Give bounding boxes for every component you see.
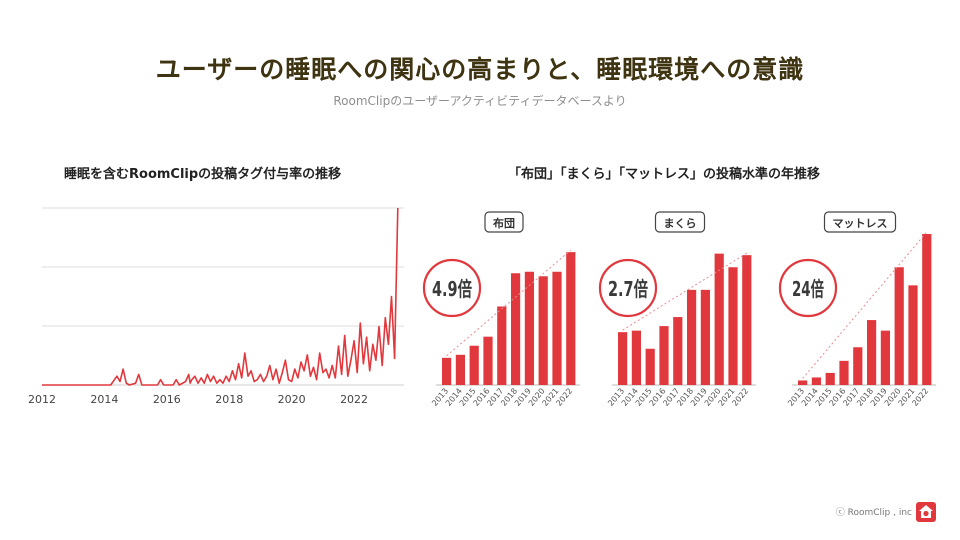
bar [673, 317, 683, 385]
series-name-box [823, 211, 897, 233]
bar-chart-futon: 布団20132014201520162017201820192020202120… [422, 211, 580, 408]
bar [687, 289, 697, 385]
x-tick-label: 2012 [28, 393, 56, 406]
bar [853, 347, 863, 385]
bar [442, 357, 452, 385]
multiplier-label: 2.7倍 [608, 277, 648, 301]
line-chart: 2012 2014 2016 2018 2020 2022 [28, 207, 404, 406]
bar [511, 273, 521, 385]
bar [497, 306, 507, 385]
bar [700, 289, 710, 385]
bar [469, 345, 479, 385]
page-subtitle: RoomClipのユーザーアクティビティデータベースより [333, 94, 627, 108]
bar [922, 234, 932, 385]
x-tick-label: 2014 [90, 393, 118, 406]
bar [566, 252, 576, 385]
bar [867, 320, 877, 385]
bar [839, 360, 849, 385]
bar [659, 326, 669, 385]
multiplier-circle [598, 258, 658, 318]
series-line [42, 207, 399, 386]
bar [538, 276, 548, 385]
bar [798, 380, 808, 385]
bar [811, 377, 821, 385]
line-chart-title: 睡眠を含むRoomClipの投稿タグ付与率の推移 [64, 167, 342, 182]
copyright-text: ⓒ RoomClip , inc [835, 508, 912, 518]
bar [455, 354, 465, 385]
bar [894, 267, 904, 385]
bar [524, 271, 534, 385]
series-name-box [654, 211, 706, 233]
bar [714, 253, 724, 385]
multiplier-label: 4.9倍 [432, 277, 472, 301]
series-name-label: 布団 [493, 216, 515, 230]
bar [631, 330, 641, 385]
bar-chart-makura: まくら2013201420152016201720182019202020212… [598, 211, 756, 408]
multiplier-circle [778, 258, 838, 318]
x-tick-label: 2018 [215, 393, 243, 406]
multiplier-circle [422, 258, 482, 318]
bar-chart-mattress: マットレス20132014201520162017201820192020202… [778, 211, 936, 408]
home-icon [916, 502, 936, 522]
bar [880, 330, 890, 385]
series-name-label: マットレス [833, 217, 888, 230]
bar [552, 271, 562, 385]
x-tick-label: 2020 [278, 393, 306, 406]
bar [483, 336, 493, 385]
bar [728, 267, 738, 385]
bar [825, 372, 835, 385]
x-tick-label: 2022 [340, 393, 368, 406]
x-tick-label: 2016 [153, 393, 181, 406]
trend-line [802, 231, 928, 379]
bar [645, 348, 655, 385]
multiplier-label: 24倍 [792, 277, 824, 301]
bar-charts-title: 「布団」「まくら」「マットレス」の投稿水準の年推移 [508, 167, 821, 182]
bar [908, 285, 918, 385]
series-name-box [484, 211, 524, 233]
trend-line [446, 249, 572, 357]
bar [618, 332, 628, 385]
series-name-label: まくら [664, 217, 697, 230]
page-title: ユーザーの睡眠への関心の高まりと、睡眠環境への意識 [155, 55, 805, 84]
bar [742, 255, 752, 385]
trend-line [622, 252, 748, 331]
